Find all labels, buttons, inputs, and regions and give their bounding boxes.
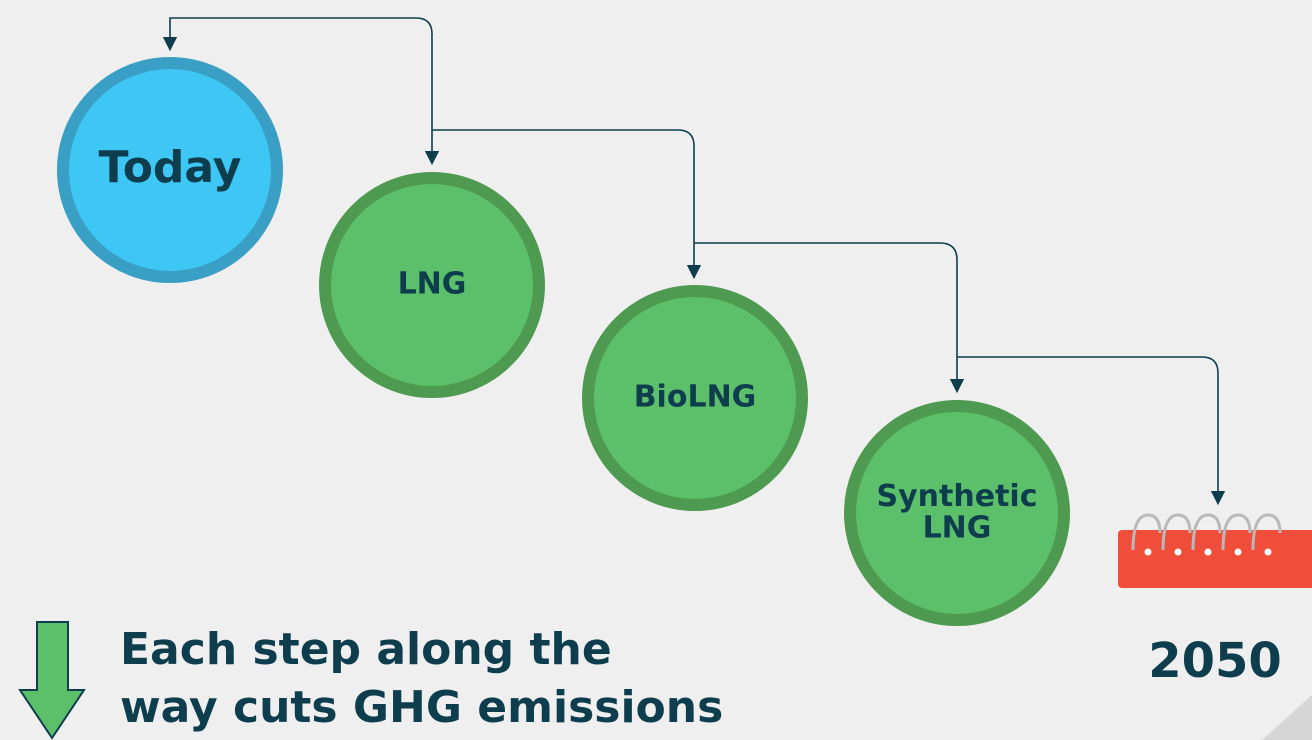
calendar-icon: [1118, 513, 1312, 588]
step-label: Today: [99, 142, 242, 193]
step-label: BioLNG: [634, 380, 757, 415]
end-label: 2050: [1148, 633, 1282, 689]
connector: [415, 17, 440, 166]
caption-line: way cuts GHG emissions: [120, 682, 723, 733]
step-label: Synthetic: [877, 479, 1038, 514]
step-circle: [57, 57, 283, 283]
down-arrow: [18, 621, 86, 740]
connector: [957, 356, 1226, 506]
connector: [432, 129, 702, 280]
step-circle: [582, 285, 808, 511]
connector: [694, 242, 965, 394]
step-circle: [319, 172, 545, 398]
caption-line: Each step along the: [120, 624, 612, 675]
page-fold: [1262, 695, 1312, 740]
step-circle: [844, 400, 1070, 626]
step-label: LNG: [923, 510, 992, 545]
connector: [162, 17, 416, 52]
step-label: LNG: [398, 267, 467, 302]
